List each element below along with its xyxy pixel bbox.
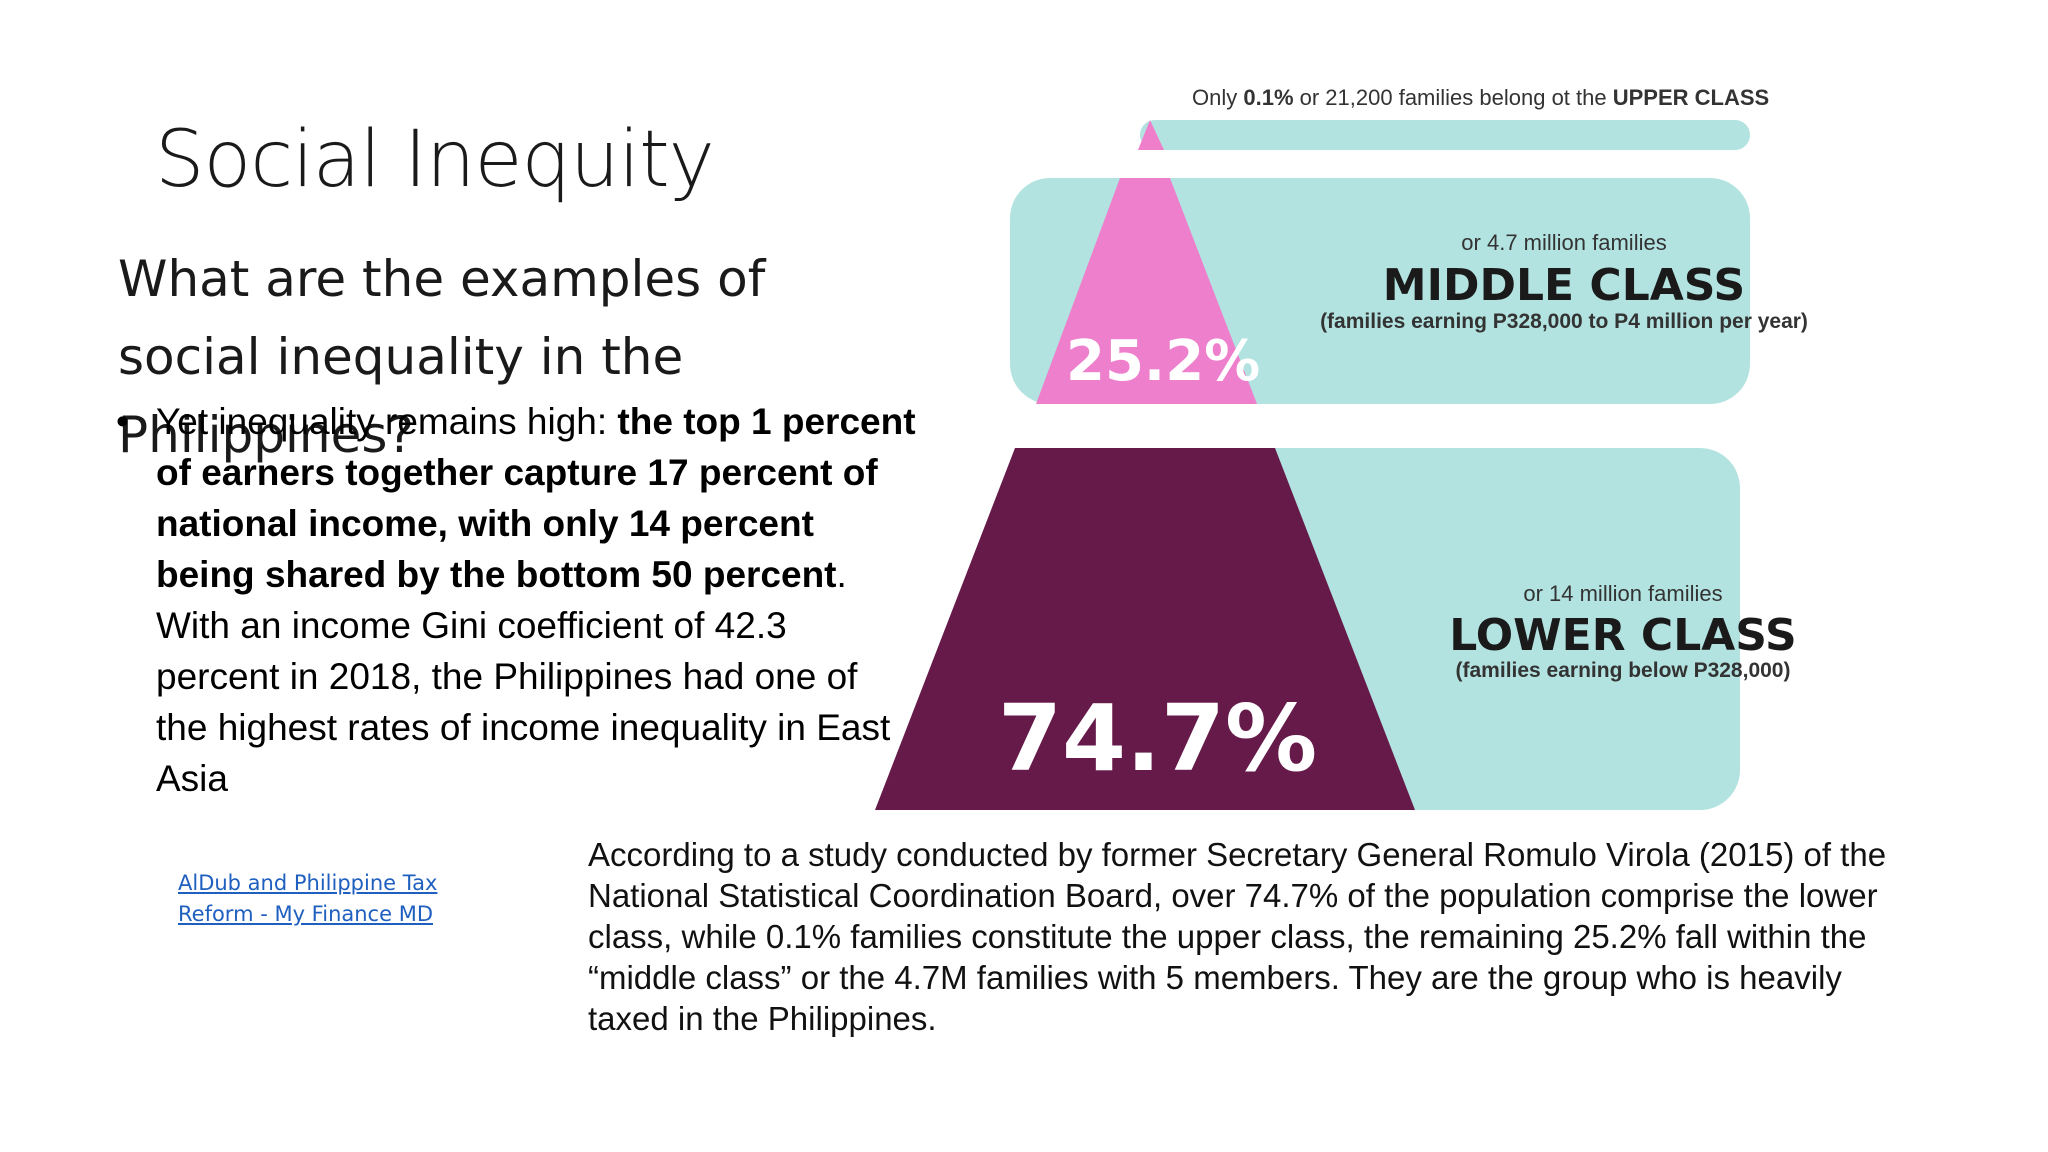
lower-class-label: LOWER CLASS — [1449, 610, 1796, 661]
source-link[interactable]: AlDub and Philippine Tax Reform - My Fin… — [178, 871, 438, 926]
middle-class-families: or 4.7 million families — [1461, 230, 1666, 255]
bullet-text: Yet inequality remains high: the top 1 p… — [156, 396, 916, 804]
middle-class-income: (families earning P328,000 to P4 million… — [1320, 310, 1808, 333]
question-heading: What are the examples of social inequali… — [118, 250, 766, 464]
lower-class-triangle — [875, 448, 1415, 810]
class-pyramid-svg: Only 0.1% or 21,200 families belong ot t… — [875, 85, 1808, 810]
middle-class-label: MIDDLE CLASS — [1383, 260, 1745, 311]
class-pyramid-infographic: Only 0.1% or 21,200 families belong ot t… — [870, 70, 1890, 820]
upper-class-panel — [1140, 120, 1750, 150]
bullet-text-intro: Yet inequality remains high: — [156, 401, 618, 442]
lower-class-families: or 14 million families — [1523, 581, 1722, 606]
lower-class-income: (families earning below P328,000) — [1456, 659, 1791, 682]
bullet-marker: • — [116, 401, 129, 442]
slide-title: Social Inequity — [155, 115, 715, 205]
upper-class-caption: Only 0.1% or 21,200 families belong ot t… — [1192, 85, 1769, 110]
lower-class-percent: 74.7% — [998, 685, 1317, 792]
study-paragraph: According to a study conducted by former… — [588, 836, 1887, 1037]
middle-class-percent: 25.2% — [1066, 329, 1260, 394]
bullet-text-rest: . With an income Gini coefficient of 42.… — [156, 554, 891, 799]
upper-class-triangle — [1138, 120, 1164, 150]
bullet-text-bold: the top 1 percent of earners together ca… — [156, 401, 916, 595]
middle-class-triangle — [1036, 178, 1257, 404]
